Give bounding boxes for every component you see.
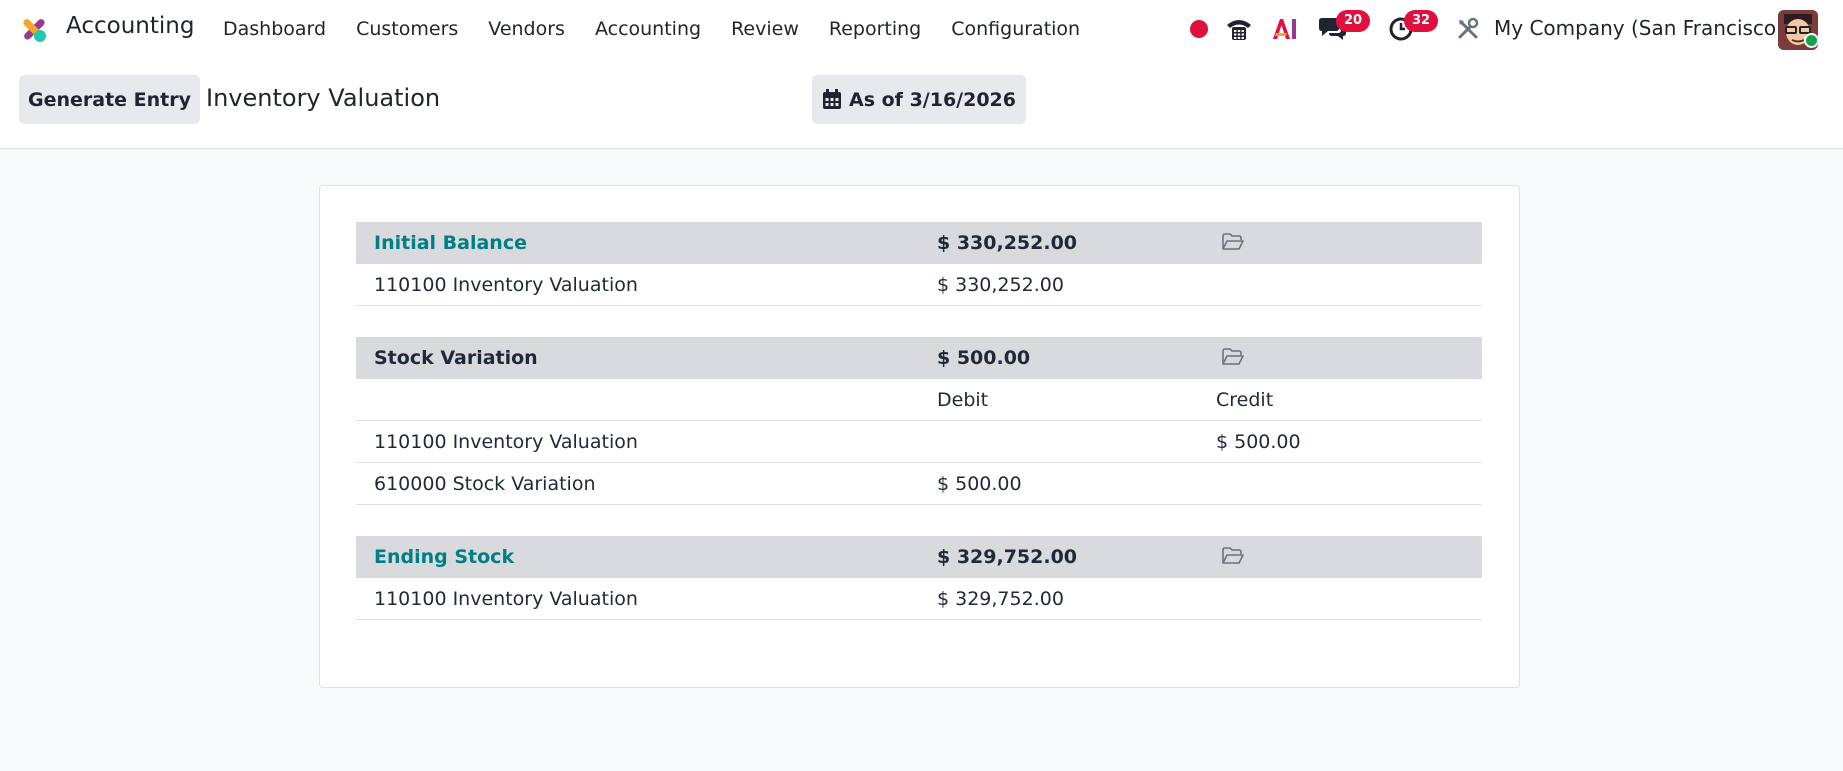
ai-icon[interactable] — [1270, 0, 1300, 58]
tools-icon[interactable] — [1454, 0, 1482, 58]
main-menu: Dashboard Customers Vendors Accounting R… — [208, 0, 1095, 58]
generate-entry-button[interactable]: Generate Entry — [19, 75, 200, 124]
credit-amount: $ 500.00 — [1216, 431, 1301, 453]
account-name: 110100 Inventory Valuation — [374, 274, 638, 296]
stock-variation-label: Stock Variation — [374, 347, 538, 369]
folder-open-icon[interactable] — [1222, 233, 1244, 251]
control-panel: Generate Entry Inventory Valuation As of… — [0, 58, 1843, 149]
menu-reporting[interactable]: Reporting — [828, 18, 922, 40]
messages-count-badge[interactable]: 20 — [1336, 10, 1370, 32]
report-card — [319, 185, 1520, 688]
ending-stock-amount: $ 329,752.00 — [937, 546, 1078, 568]
account-name: 110100 Inventory Valuation — [374, 588, 638, 610]
menu-review[interactable]: Review — [731, 18, 799, 40]
menu-customers[interactable]: Customers — [356, 18, 459, 40]
date-filter-label: As of 3/16/2026 — [849, 88, 1016, 111]
top-navbar: Accounting Dashboard Customers Vendors A… — [0, 0, 1843, 58]
ending-stock-link[interactable]: Ending Stock — [374, 546, 515, 568]
account-name: 110100 Inventory Valuation — [374, 431, 638, 453]
stock-variation-amount: $ 500.00 — [937, 347, 1031, 369]
section-ending-stock: Ending Stock $ 329,752.00 — [356, 536, 1482, 578]
account-name: 610000 Stock Variation — [374, 473, 596, 495]
table-row: 110100 Inventory Valuation $ 329,752.00 — [356, 578, 1482, 620]
debit-header: Debit — [937, 389, 989, 411]
calendar-icon — [823, 89, 841, 109]
initial-balance-amount: $ 330,252.00 — [937, 232, 1078, 254]
table-row: 110100 Inventory Valuation $ 330,252.00 — [356, 264, 1482, 306]
menu-vendors[interactable]: Vendors — [488, 18, 565, 40]
debit-amount: $ 500.00 — [937, 473, 1022, 495]
initial-balance-link[interactable]: Initial Balance — [374, 232, 527, 254]
folder-open-icon[interactable] — [1222, 547, 1244, 565]
page-title: Inventory Valuation — [206, 84, 441, 112]
section-stock-variation: Stock Variation $ 500.00 — [356, 337, 1482, 379]
credit-header: Credit — [1216, 389, 1274, 411]
activities-count-badge[interactable]: 32 — [1404, 10, 1438, 32]
folder-open-icon[interactable] — [1222, 348, 1244, 366]
menu-dashboard[interactable]: Dashboard — [223, 18, 327, 40]
table-row: 610000 Stock Variation $ 500.00 — [356, 463, 1482, 505]
date-filter-button[interactable]: As of 3/16/2026 — [812, 75, 1026, 124]
account-amount: $ 330,252.00 — [937, 274, 1064, 296]
online-status-dot — [1804, 33, 1819, 48]
app-logo-icon[interactable] — [18, 13, 50, 45]
menu-accounting[interactable]: Accounting — [594, 18, 702, 40]
account-amount: $ 329,752.00 — [937, 588, 1064, 610]
record-icon[interactable] — [1188, 0, 1210, 58]
phone-icon[interactable] — [1224, 0, 1254, 58]
table-row: 110100 Inventory Valuation $ 500.00 — [356, 421, 1482, 463]
app-name[interactable]: Accounting — [66, 13, 195, 39]
section-initial-balance: Initial Balance $ 330,252.00 — [356, 222, 1482, 264]
menu-configuration[interactable]: Configuration — [951, 18, 1081, 40]
company-switcher[interactable]: My Company (San Francisco) — [1494, 16, 1784, 40]
debit-credit-header-row: Debit Credit — [356, 379, 1482, 421]
